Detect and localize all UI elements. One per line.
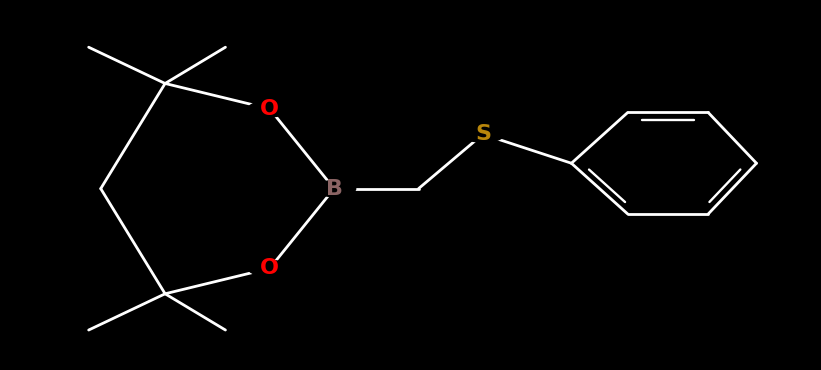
Text: B: B [326, 179, 342, 199]
Ellipse shape [461, 126, 505, 142]
Ellipse shape [248, 101, 291, 117]
Ellipse shape [248, 260, 291, 276]
Text: O: O [260, 258, 279, 278]
Text: S: S [475, 124, 491, 144]
Ellipse shape [313, 181, 355, 196]
Text: O: O [260, 99, 279, 119]
